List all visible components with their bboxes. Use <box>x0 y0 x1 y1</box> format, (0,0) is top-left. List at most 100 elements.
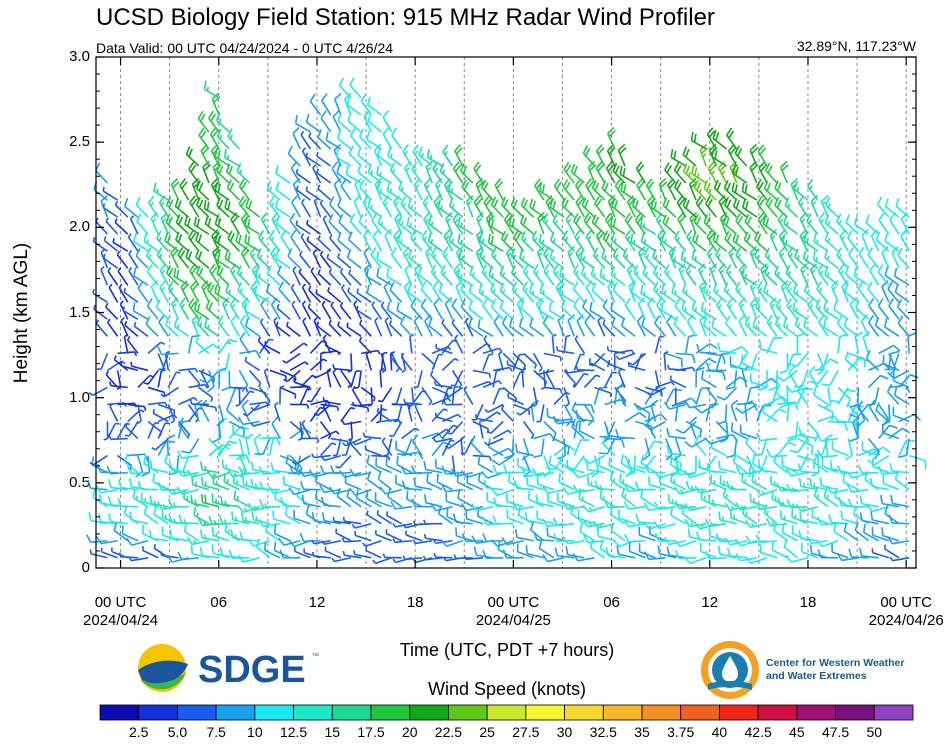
wind-barb <box>774 197 788 218</box>
wind-barb <box>742 199 758 218</box>
wind-barb <box>786 281 799 303</box>
wind-barb <box>409 387 415 407</box>
wind-barb <box>477 455 494 474</box>
wind-barb <box>258 499 280 509</box>
wind-barb <box>494 178 504 201</box>
wind-barb <box>650 399 659 422</box>
wind-barb <box>289 342 308 355</box>
wind-barb <box>868 297 880 320</box>
wind-barb <box>732 197 748 218</box>
wind-barb <box>337 253 352 269</box>
wind-barb <box>509 317 524 337</box>
wind-barb <box>453 263 464 286</box>
wind-barb <box>238 195 251 218</box>
wind-barb <box>158 314 170 337</box>
wind-barb <box>442 144 454 167</box>
wind-barb <box>452 212 464 235</box>
wind-barb <box>766 448 788 458</box>
wind-barb <box>273 317 281 337</box>
wind-barb <box>754 231 768 252</box>
wind-barb <box>179 178 190 201</box>
wind-barb <box>612 162 626 184</box>
wind-barb <box>542 315 555 337</box>
wind-barb <box>157 422 170 439</box>
wind-barb <box>158 353 170 371</box>
colorbar-swatch <box>293 704 333 721</box>
wind-barb <box>349 77 362 99</box>
wind-barb <box>403 280 413 303</box>
wind-barb <box>591 455 600 478</box>
wind-barb <box>795 504 819 513</box>
wind-barb <box>725 376 748 389</box>
colorbar-label: 35 <box>634 724 650 740</box>
wind-barb <box>354 531 372 542</box>
wind-barb <box>792 284 809 303</box>
wind-barb <box>826 485 849 494</box>
wind-barb <box>486 420 504 434</box>
wind-barb <box>840 510 859 525</box>
wind-barb <box>759 340 778 355</box>
wind-barb <box>716 386 738 401</box>
wind-barb <box>205 299 220 320</box>
wind-barb <box>828 514 849 525</box>
wind-barb <box>877 465 900 475</box>
wind-barb <box>823 488 839 508</box>
wind-barb <box>301 198 312 218</box>
wind-barb <box>356 305 372 320</box>
wind-barb <box>529 198 545 218</box>
wind-barb <box>653 470 676 479</box>
wind-barb <box>291 195 301 218</box>
wind-barb <box>301 300 312 320</box>
wind-barb <box>735 502 758 511</box>
wind-barb <box>692 232 707 252</box>
wind-barb <box>474 414 494 423</box>
wind-barb <box>305 186 321 201</box>
wind-barb <box>563 334 571 354</box>
wind-barb <box>816 281 829 303</box>
wind-barb <box>577 509 595 525</box>
wind-barb <box>599 421 616 438</box>
y-tick-label: 2.0 <box>69 218 90 236</box>
wind-barb <box>208 110 220 133</box>
wind-barb <box>809 263 819 286</box>
wind-barb <box>383 438 393 457</box>
wind-barb <box>857 281 870 303</box>
colorbar-swatch <box>254 704 294 721</box>
wind-barb <box>178 514 199 525</box>
wind-barb <box>538 302 555 320</box>
wind-barb <box>775 298 788 320</box>
wind-barb <box>451 318 464 337</box>
wind-barb <box>755 178 768 201</box>
wind-barb <box>203 80 220 99</box>
wind-barb <box>95 485 118 494</box>
wind-barb <box>191 476 210 491</box>
wind-barb <box>371 454 391 461</box>
wind-barb <box>217 315 230 337</box>
wind-barb <box>578 490 595 508</box>
wind-barb <box>573 372 589 388</box>
wind-barb <box>598 457 616 474</box>
wind-barb <box>787 421 799 442</box>
wind-barb <box>236 438 245 461</box>
wind-barb <box>831 440 849 457</box>
colorbar-label: 25 <box>479 724 495 740</box>
wind-barb <box>375 530 392 542</box>
wind-barb <box>169 529 189 542</box>
wind-barb <box>749 493 768 508</box>
wind-barb <box>510 197 525 218</box>
wind-barb <box>867 374 889 389</box>
wind-barb <box>546 492 565 508</box>
wind-barb <box>367 387 373 407</box>
wind-barb <box>618 509 636 525</box>
wind-barb <box>641 317 656 337</box>
wind-barb <box>583 374 601 388</box>
wind-barb <box>364 445 382 457</box>
wind-barb <box>218 338 238 354</box>
wind-barb <box>800 263 809 286</box>
wind-barb <box>200 399 210 422</box>
wind-barb <box>225 163 240 184</box>
wind-barb <box>457 216 474 235</box>
wind-barb <box>875 231 890 252</box>
colorbar-label: 20 <box>401 724 418 740</box>
wind-barb <box>881 424 900 440</box>
